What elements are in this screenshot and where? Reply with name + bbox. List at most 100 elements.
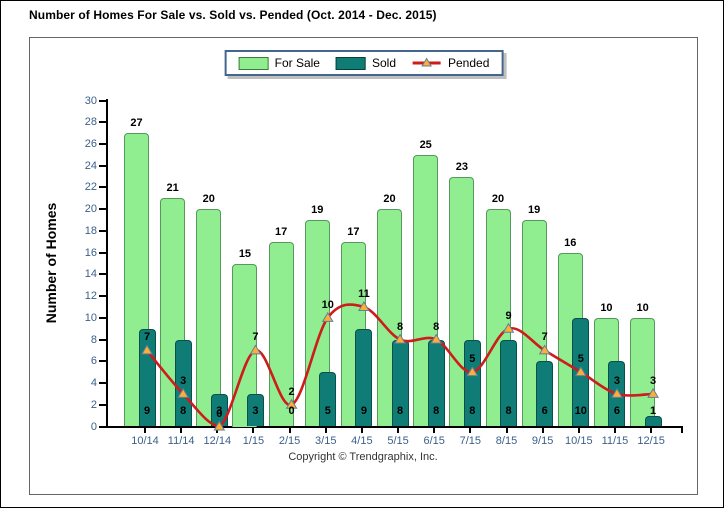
page-title: Number of Homes For Sale vs. Sold vs. Pe… [29, 8, 437, 22]
value-label-sold: 8 [396, 405, 404, 417]
y-tick-label: 6 [90, 355, 97, 368]
x-tick-label: 11/14 [167, 435, 195, 447]
y-tick-label: 12 [84, 290, 97, 303]
bar-sold [319, 372, 337, 427]
copyright-text: Copyright © Trendgraphix, Inc. [288, 451, 438, 463]
x-axis-end-tick-mark [681, 428, 683, 433]
value-label-for-sale: 20 [383, 193, 396, 206]
y-tick-mark [99, 121, 107, 124]
x-tick-label: 3/15 [315, 435, 337, 447]
x-tick-mark [288, 428, 291, 433]
legend-label-for-sale: For Sale [274, 56, 320, 70]
y-tick-mark [99, 338, 107, 341]
value-label-pended: 8 [396, 320, 404, 333]
y-tick-label: 16 [84, 246, 97, 259]
x-tick-label: 4/15 [351, 435, 373, 447]
y-tick-label: 26 [84, 137, 97, 150]
y-tick-label: 8 [90, 333, 97, 346]
value-label-sold: 8 [180, 405, 187, 417]
y-tick-mark [99, 382, 107, 385]
x-tick-mark [613, 428, 616, 433]
x-tick-mark [433, 428, 436, 433]
y-tick-mark [99, 251, 107, 254]
value-label-pended: 0 [216, 407, 223, 420]
x-tick-mark [469, 428, 472, 433]
value-label-sold: 1 [650, 405, 657, 417]
value-label-pended: 3 [650, 374, 657, 387]
value-label-for-sale: 17 [274, 225, 288, 238]
legend: For Sale Sold Pended [224, 50, 504, 76]
x-tick-mark [505, 428, 508, 433]
value-label-sold: 6 [613, 405, 620, 417]
value-label-pended: 7 [143, 331, 151, 344]
value-label-for-sale: 16 [564, 236, 577, 249]
for-sale-swatch-icon [238, 56, 269, 70]
y-tick-mark [99, 403, 107, 406]
legend-label-sold: Sold [371, 56, 397, 70]
value-label-sold: 5 [324, 405, 331, 417]
x-tick-label: 12/14 [203, 435, 232, 447]
value-label-pended: 2 [288, 385, 295, 398]
x-tick-label: 10/15 [565, 435, 593, 447]
value-label-pended: 9 [505, 309, 512, 322]
value-label-for-sale: 20 [491, 193, 505, 206]
x-tick-label: 5/15 [387, 435, 409, 447]
value-label-for-sale: 25 [419, 138, 432, 151]
y-axis-line [106, 99, 108, 428]
y-tick-label: 2 [90, 398, 97, 411]
value-label-for-sale: 10 [636, 301, 649, 314]
y-tick-label: 28 [84, 116, 97, 129]
value-label-sold: 10 [574, 405, 587, 417]
x-tick-label: 1/15 [242, 435, 265, 447]
value-label-for-sale: 21 [166, 182, 179, 195]
x-tick-mark [577, 428, 580, 433]
value-label-pended: 7 [252, 331, 259, 344]
value-label-for-sale: 27 [130, 117, 143, 130]
y-tick-mark [99, 208, 107, 211]
x-tick-mark [397, 428, 400, 433]
y-tick-mark [99, 164, 107, 167]
legend-label-pended: Pended [448, 56, 490, 70]
x-tick-mark [252, 428, 255, 433]
pended-line-icon [412, 57, 442, 69]
value-label-sold: 9 [143, 405, 151, 417]
y-tick-mark [99, 142, 107, 145]
y-tick-mark [99, 316, 107, 319]
x-tick-mark [216, 428, 219, 433]
y-tick-label: 10 [84, 311, 97, 324]
x-tick-mark [144, 428, 146, 433]
legend-item-pended: Pended [412, 56, 489, 70]
y-tick-mark [99, 425, 107, 428]
y-tick-mark [99, 99, 107, 102]
x-tick-mark [360, 428, 363, 433]
x-tick-label: 6/15 [423, 435, 445, 447]
x-tick-label: 9/15 [531, 435, 554, 447]
y-tick-label: 24 [84, 159, 97, 172]
value-label-pended: 10 [321, 298, 334, 311]
value-label-sold: 0 [288, 405, 295, 417]
value-label-for-sale: 23 [455, 160, 468, 173]
value-label-pended: 7 [541, 331, 548, 344]
y-tick-label: 22 [84, 181, 97, 194]
x-tick-label: 11/15 [601, 435, 629, 447]
y-tick-label: 30 [84, 94, 97, 107]
x-tick-mark [650, 428, 653, 433]
x-tick-label: 2/15 [278, 435, 301, 447]
value-label-for-sale: 17 [347, 225, 360, 238]
value-label-for-sale: 19 [311, 204, 324, 217]
value-label-for-sale: 19 [528, 204, 541, 217]
x-tick-label: 8/15 [495, 435, 518, 447]
y-tick-label: 14 [84, 268, 97, 281]
value-label-pended: 8 [433, 320, 440, 333]
x-tick-label: 12/15 [637, 435, 665, 447]
y-tick-label: 20 [84, 203, 97, 216]
x-axis-line [106, 426, 683, 428]
y-tick-mark [99, 295, 107, 298]
y-tick-mark [99, 229, 107, 232]
value-label-for-sale: 10 [600, 301, 613, 314]
legend-item-for-sale: For Sale [238, 56, 320, 70]
x-tick-mark [180, 428, 183, 433]
value-label-for-sale: 20 [202, 193, 215, 206]
sold-swatch-icon [335, 56, 366, 70]
